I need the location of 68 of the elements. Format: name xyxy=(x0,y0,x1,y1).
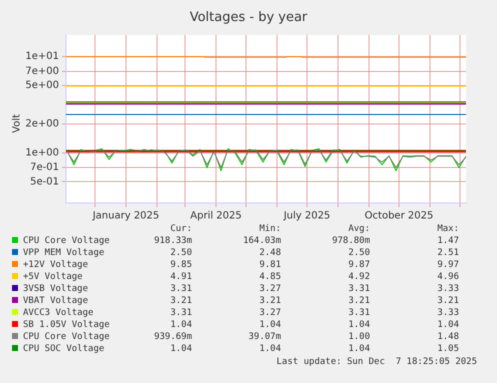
y-tick-label: 5e-01 xyxy=(30,176,59,188)
text: 9.87 xyxy=(347,259,370,271)
legend-label: CPU Core Voltage xyxy=(22,331,111,343)
text: 3.31 xyxy=(347,307,370,319)
text: 4.85 xyxy=(258,271,281,283)
legend-label: VPP MEM Voltage xyxy=(22,247,106,259)
text: 1.05 xyxy=(436,343,459,355)
text: 4.92 xyxy=(347,271,370,283)
x-tick-label: July 2025 xyxy=(282,210,330,222)
text: Cur: xyxy=(169,223,192,235)
text: Max: xyxy=(436,223,459,235)
text: Min: xyxy=(258,223,281,235)
text: 1.04 xyxy=(347,343,370,355)
text: 3.33 xyxy=(436,283,459,295)
text: 978.80m xyxy=(331,235,370,247)
text: 1.04 xyxy=(258,343,281,355)
text: 1.48 xyxy=(436,331,459,343)
y-tick-label: 2e+00 xyxy=(25,118,59,130)
x-tick-label: January 2025 xyxy=(92,210,160,222)
text: 2.48 xyxy=(258,247,281,259)
legend-label: +5V Voltage xyxy=(22,271,84,283)
text: 2.50 xyxy=(169,247,192,259)
chart-title: Voltages - by year xyxy=(188,10,308,25)
legend-label: SB 1.05V Voltage xyxy=(22,319,111,331)
text: 3.21 xyxy=(436,295,459,307)
text: 164.03m xyxy=(242,235,281,247)
text: 1.04 xyxy=(169,319,192,331)
text: 3.21 xyxy=(169,295,192,307)
text: 2.51 xyxy=(436,247,459,259)
text: 1.04 xyxy=(436,319,459,331)
text: 1.47 xyxy=(436,235,459,247)
text: 1.04 xyxy=(258,319,281,331)
text: 918.33m xyxy=(153,235,192,247)
y-tick-label: 1e+01 xyxy=(25,51,59,62)
x-tick-label: October 2025 xyxy=(364,210,434,222)
text: 3.31 xyxy=(169,283,192,295)
text: 3.33 xyxy=(436,307,459,319)
y-tick-label: 7e-01 xyxy=(30,162,59,174)
legend-label: 3VSB Voltage xyxy=(22,283,90,295)
text: 3.27 xyxy=(258,307,281,319)
text: 3.21 xyxy=(258,295,281,307)
legend-label: VBAT Voltage xyxy=(22,295,90,307)
text: 3.31 xyxy=(347,283,370,295)
legend-label: CPU Core Voltage xyxy=(22,235,111,247)
text: Avg: xyxy=(347,223,370,235)
y-tick-label: 7e+00 xyxy=(25,66,59,78)
text: 9.97 xyxy=(436,259,459,271)
text: 4.96 xyxy=(436,271,459,283)
text: 3.21 xyxy=(347,295,370,307)
text: 9.81 xyxy=(258,259,281,271)
y-axis-title: Volt xyxy=(12,113,22,135)
text: 939.69m xyxy=(153,331,192,343)
text: 2.50 xyxy=(347,247,370,259)
legend-label: CPU SOC Voltage xyxy=(22,343,106,355)
text: 1.00 xyxy=(347,331,370,343)
legend-label: AVCC3 Voltage xyxy=(22,307,94,319)
legend-label: +12V Voltage xyxy=(22,259,90,271)
y-tick-label: 1e+00 xyxy=(25,147,59,158)
text: Last update: Sun Dec 7 18:25:05 2025 xyxy=(276,357,477,367)
text: 1.04 xyxy=(169,343,192,355)
text: 3.31 xyxy=(169,307,192,319)
text: 9.85 xyxy=(169,259,192,271)
x-tick-label: April 2025 xyxy=(190,210,242,222)
text: 4.91 xyxy=(169,271,192,283)
text: 1.04 xyxy=(347,319,370,331)
text: 3.27 xyxy=(258,283,281,295)
text: 39.07m xyxy=(247,331,281,343)
y-tick-label: 5e+00 xyxy=(25,80,59,92)
